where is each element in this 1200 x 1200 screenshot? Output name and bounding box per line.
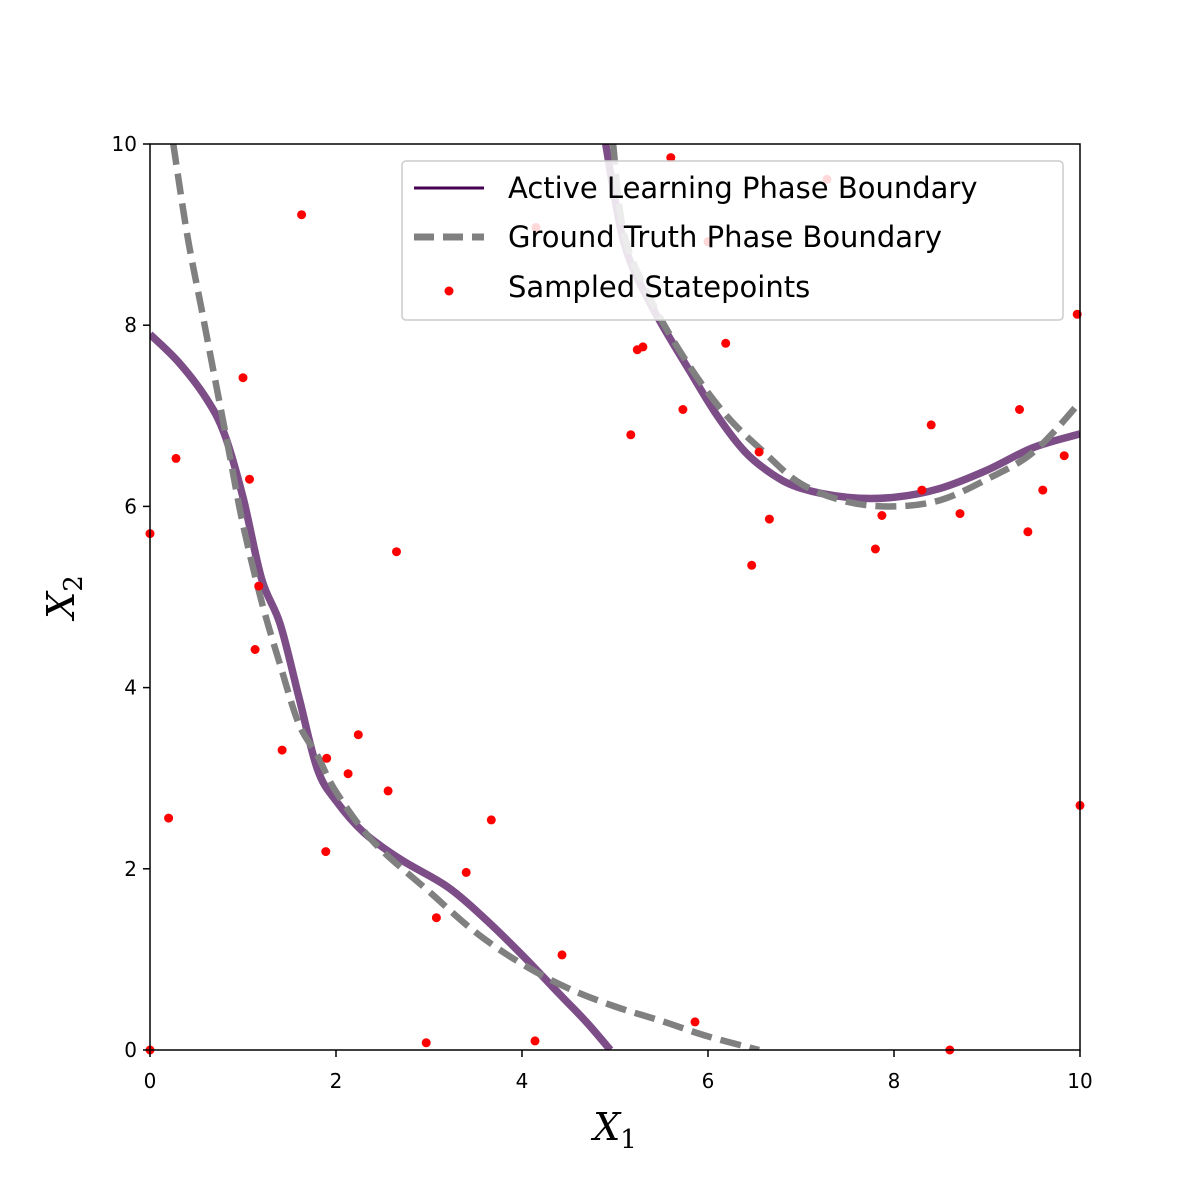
x-axis-ticks: 0 2 4 6 8 10 (144, 1050, 1093, 1093)
sampled-statepoint (322, 753, 332, 763)
sampled-statepoint (238, 373, 248, 383)
legend: Active Learning Phase Boundary Ground Tr… (401, 160, 1064, 321)
x-tick-label: 4 (516, 1069, 529, 1093)
legend-box (401, 160, 1064, 321)
y-tick-label: 2 (124, 857, 137, 881)
sampled-statepoint (321, 847, 331, 857)
sampled-statepoint (721, 338, 731, 348)
y-axis-label: X2 (39, 575, 89, 622)
sampled-statepoint (254, 581, 264, 591)
sampled-statepoint (353, 730, 363, 740)
plot-frame (149, 143, 1081, 1051)
sampled-statepoint (870, 544, 880, 554)
sampled-statepoint (245, 474, 254, 484)
sampled-statepoint (343, 769, 353, 779)
legend-label-sampled-statepoints: Sampled Statepoints (508, 270, 810, 304)
x-axis-label: X1 (590, 1105, 637, 1155)
sampled-statepoint (530, 1036, 540, 1046)
legend-swatch-sampled-statepoints (444, 286, 454, 296)
sampled-statepoint (678, 405, 688, 414)
sampled-statepoint (764, 514, 774, 524)
sampled-statepoint (666, 153, 676, 163)
legend-label-ground-truth: Ground Truth Phase Boundary (508, 220, 942, 254)
sampled-statepoint (557, 950, 567, 960)
sampled-statepoint (747, 560, 757, 570)
x-axis-label-sub: 1 (620, 1125, 637, 1155)
y-axis-ticks: 0 2 4 6 8 10 (112, 132, 150, 1062)
ground-truth-boundary-line-1 (170, 144, 760, 1050)
y-tick-label: 0 (124, 1038, 137, 1062)
points-layer (145, 153, 1085, 1055)
sampled-statepoint (297, 210, 307, 220)
x-tick-label: 10 (1067, 1069, 1092, 1093)
sampled-statepoint (421, 1038, 431, 1048)
sampled-statepoint (626, 430, 636, 440)
sampled-statepoint (383, 786, 393, 796)
active-learning-boundary-line-1 (150, 331, 614, 1050)
sampled-statepoint (690, 1017, 700, 1027)
sampled-statepoint (392, 547, 401, 557)
sampled-statepoint (486, 815, 496, 825)
sampled-statepoint (877, 511, 887, 520)
y-tick-label: 6 (124, 494, 137, 518)
sampled-statepoint (917, 485, 927, 495)
x-tick-label: 8 (888, 1069, 901, 1093)
sampled-statepoint (250, 645, 260, 654)
x-tick-label: 0 (144, 1069, 157, 1093)
sampled-statepoint (955, 509, 965, 519)
sampled-statepoint (1023, 527, 1033, 537)
y-tick-label: 10 (112, 132, 137, 156)
sampled-statepoint (754, 447, 764, 457)
sampled-statepoint (277, 745, 287, 755)
sampled-statepoint (164, 813, 174, 823)
sampled-statepoint (1059, 451, 1069, 461)
y-axis-label-main: X (39, 590, 83, 622)
sampled-statepoint (1015, 405, 1024, 414)
sampled-statepoint (638, 342, 648, 352)
sampled-statepoint (171, 453, 181, 463)
y-axis-label-sub: 2 (59, 575, 89, 592)
legend-label-active-learning: Active Learning Phase Boundary (508, 171, 978, 205)
x-axis-label-main: X (590, 1105, 622, 1149)
x-tick-label: 2 (330, 1069, 343, 1093)
y-tick-label: 8 (124, 313, 137, 337)
sampled-statepoint (431, 913, 441, 923)
y-tick-label: 4 (124, 676, 137, 700)
x-tick-label: 6 (702, 1069, 715, 1093)
sampled-statepoint (926, 420, 936, 430)
sampled-statepoint (1038, 485, 1048, 495)
sampled-statepoint (461, 867, 471, 877)
